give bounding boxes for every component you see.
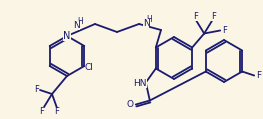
Text: F: F: [39, 107, 44, 116]
Text: H: H: [146, 15, 152, 25]
Text: F: F: [211, 12, 216, 21]
Text: F: F: [257, 71, 262, 80]
Text: N: N: [143, 18, 149, 27]
Text: H: H: [77, 17, 83, 27]
Text: O: O: [126, 100, 133, 109]
Text: F: F: [193, 12, 198, 21]
Text: N: N: [74, 20, 80, 30]
Text: N: N: [63, 31, 71, 41]
Text: HN: HN: [133, 79, 146, 88]
Text: F: F: [34, 85, 39, 94]
Text: Cl: Cl: [85, 64, 94, 72]
Text: F: F: [54, 107, 59, 117]
Text: F: F: [222, 26, 227, 35]
